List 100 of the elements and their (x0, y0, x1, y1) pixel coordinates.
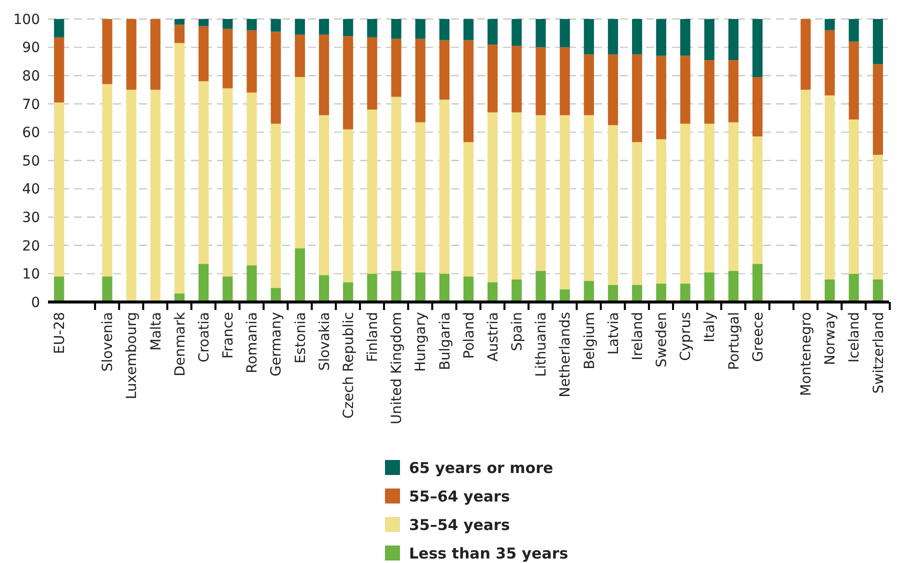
bar (54, 37, 64, 102)
bar (246, 30, 257, 93)
bar (367, 110, 378, 274)
bar (488, 112, 498, 282)
x-tick-label: Cyprus (678, 312, 694, 361)
x-tick-label: Malta (148, 312, 164, 351)
legend-label: 35–54 years (409, 516, 510, 534)
bar (872, 154, 883, 280)
bar (728, 270, 738, 302)
bar (536, 19, 546, 48)
x-tick-label: Iceland (846, 312, 863, 363)
bar (270, 19, 281, 32)
x-tick-label: Poland (461, 312, 478, 359)
x-tick-label: Sweden (654, 312, 670, 368)
bar (512, 279, 522, 302)
bar (343, 129, 354, 282)
bar (102, 276, 112, 302)
bar (102, 19, 112, 84)
y-tick-label: 60 (22, 125, 40, 142)
bar (632, 285, 642, 302)
legend-label: 55–64 years (409, 488, 510, 506)
bar (728, 19, 738, 60)
bar (824, 19, 835, 30)
bar (270, 32, 281, 124)
bar (488, 44, 498, 112)
bar (656, 19, 666, 56)
x-tick-label: Netherlands (558, 312, 574, 398)
x-tick-label: Latvia (606, 312, 622, 355)
bar (752, 19, 763, 78)
x-tick-label: Finland (365, 312, 382, 362)
x-tick-label: EU-28 (52, 312, 68, 354)
bar (584, 280, 594, 302)
bar (391, 38, 402, 97)
x-tick-label: Luxembourg (124, 312, 140, 400)
bar (488, 19, 498, 44)
bar (680, 56, 690, 124)
bar (800, 90, 811, 302)
bar (126, 90, 136, 302)
bar (102, 84, 112, 277)
bar (318, 115, 330, 276)
bar (391, 270, 402, 302)
bar (222, 276, 233, 302)
bar (560, 19, 570, 48)
bar (560, 47, 570, 116)
bar (824, 279, 835, 302)
bar (728, 60, 738, 122)
bar (608, 285, 618, 302)
x-tick-label: Portugal (726, 312, 742, 370)
x-tick-label: Lithuania (534, 312, 550, 377)
y-tick-label: 40 (22, 182, 40, 198)
bar (824, 30, 835, 96)
y-tick-label: 70 (22, 96, 40, 113)
x-tick-label: Estonia (292, 312, 309, 364)
bar (752, 264, 763, 302)
bar (343, 19, 354, 36)
bar (872, 19, 883, 64)
bar (367, 274, 378, 302)
bar (704, 272, 714, 302)
bar (246, 19, 257, 30)
bar (246, 265, 257, 302)
bar (704, 60, 714, 124)
bar (680, 284, 690, 302)
bar (126, 19, 136, 90)
x-tick-label: United Kingdom (389, 312, 406, 424)
x-tick-label: Austria (485, 312, 502, 362)
bar (752, 136, 763, 264)
bar (198, 26, 209, 82)
bar (584, 19, 594, 54)
y-tick-label: 90 (22, 40, 40, 56)
x-tick-label: Italy (702, 312, 718, 342)
bar (512, 112, 522, 280)
bar (632, 19, 642, 54)
bar (150, 90, 160, 302)
legend-label: Less than 35 years (409, 544, 568, 562)
x-tick-label: Bulgaria (437, 312, 454, 370)
bar (439, 100, 450, 274)
bar (54, 276, 64, 302)
y-tick-label: 20 (22, 238, 40, 254)
bar (415, 122, 426, 272)
bar (415, 38, 426, 122)
bar (680, 19, 690, 56)
x-tick-label: Belgium (582, 312, 598, 370)
bar (174, 19, 185, 25)
bar (174, 43, 185, 294)
y-tick-label: 10 (22, 266, 40, 283)
legend-label: 65 years or more (409, 459, 554, 477)
bar (391, 19, 402, 39)
bar (439, 19, 450, 40)
bar (270, 124, 281, 288)
y-tick-label: 80 (22, 68, 40, 84)
bar (439, 274, 450, 302)
bar (824, 95, 835, 280)
bar (872, 64, 883, 155)
x-tick-label: Germany (268, 312, 285, 376)
bar (704, 19, 714, 60)
x-tick-label: Spain (510, 312, 526, 352)
bar (632, 142, 642, 286)
bar (318, 19, 330, 35)
bar (391, 96, 402, 271)
bar (198, 19, 209, 26)
